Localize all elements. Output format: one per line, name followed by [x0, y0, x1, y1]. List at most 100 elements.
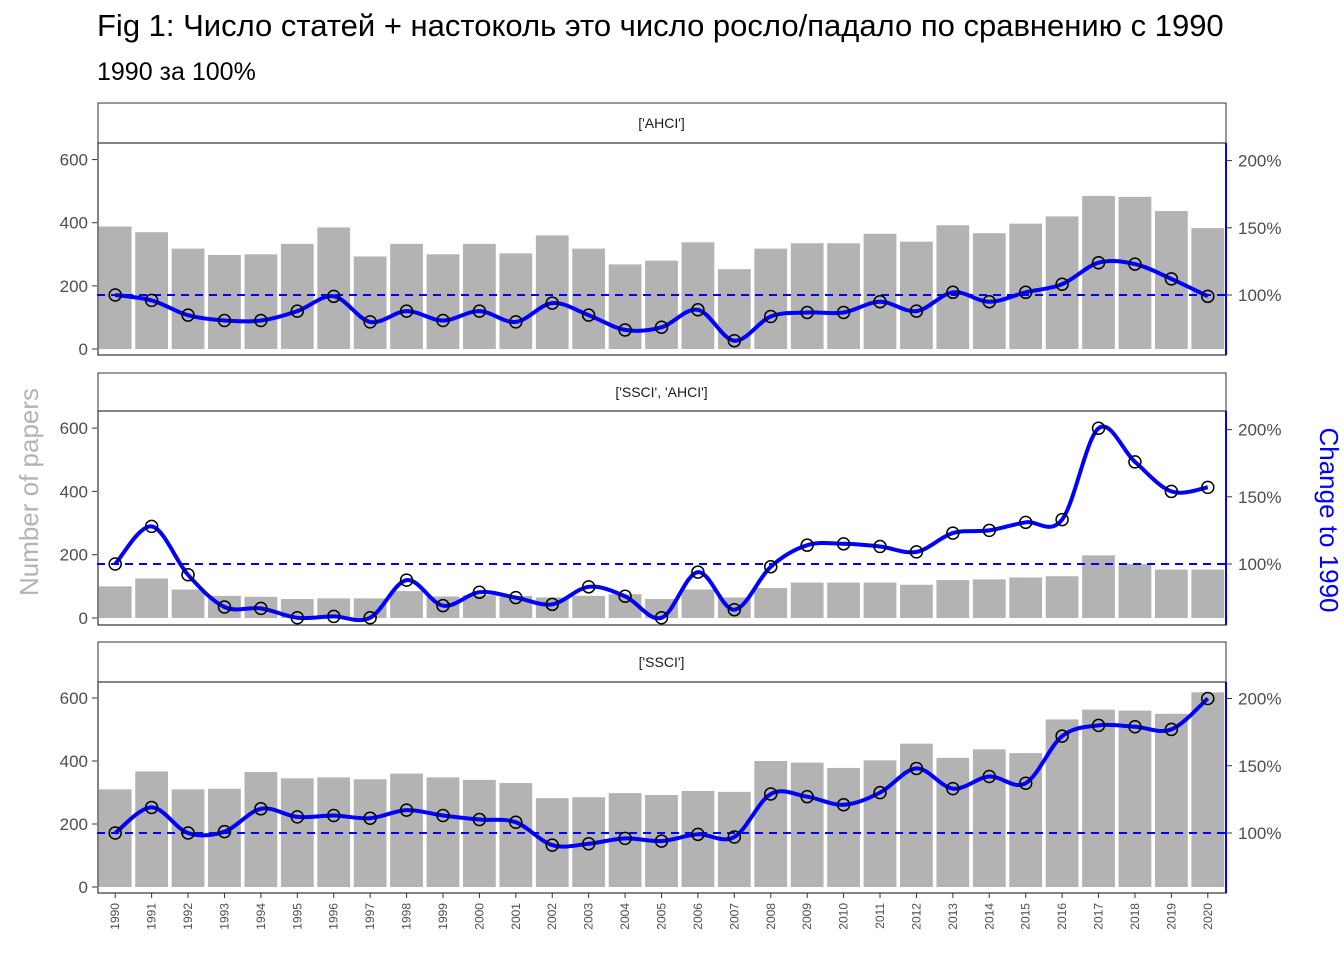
y-axis-title: Number of papers [14, 388, 44, 596]
bar [135, 578, 169, 618]
y-tick-label: 400 [60, 482, 88, 501]
change-point [181, 826, 195, 840]
y2-tick-label: 150% [1238, 219, 1281, 238]
change-point [545, 296, 559, 310]
change-point [691, 565, 705, 579]
x-tick-label: 2007 [727, 903, 741, 930]
bar [463, 595, 496, 618]
bar [827, 767, 860, 887]
change-point [1018, 285, 1033, 300]
bar [1082, 709, 1115, 887]
x-tick-label: 2018 [1128, 903, 1142, 930]
change-point [654, 834, 669, 848]
change-point [254, 601, 268, 616]
change-point [217, 313, 232, 328]
bar [972, 749, 1006, 887]
change-point [290, 810, 305, 824]
y2-tick-label: 100% [1238, 824, 1281, 843]
bar [171, 789, 205, 887]
bar [1191, 569, 1225, 618]
change-point [144, 800, 159, 815]
bar [572, 248, 606, 349]
x-tick-label: 1997 [363, 903, 377, 930]
change-point [873, 785, 887, 800]
change-point [581, 837, 596, 851]
x-tick-label: 2011 [873, 903, 887, 929]
change-point [1164, 484, 1179, 499]
change-point [436, 598, 450, 613]
bar [426, 254, 460, 349]
change-point [1164, 722, 1179, 737]
bar [135, 771, 169, 887]
x-tick-label: 1990 [108, 903, 122, 930]
bar [390, 591, 423, 618]
change-point [181, 308, 195, 322]
x-tick-label: 2013 [946, 903, 960, 930]
change-point [108, 288, 122, 302]
bar [1009, 577, 1043, 618]
change-point [108, 826, 122, 840]
change-point [217, 600, 232, 614]
bar [645, 260, 678, 349]
bar [535, 235, 569, 349]
change-point [509, 315, 523, 329]
bar [790, 582, 824, 618]
change-point [946, 285, 960, 300]
change-point [399, 573, 414, 587]
y-tick-label: 0 [79, 340, 88, 359]
change-point [909, 545, 924, 559]
change-point [1128, 257, 1142, 271]
change-point [326, 808, 341, 823]
change-point [946, 526, 960, 540]
bar [1082, 195, 1115, 349]
y2-tick-label: 100% [1238, 555, 1281, 574]
x-tick-label: 2006 [691, 903, 705, 930]
facet-panel: ['SSCI', 'AHCI'] 0 200 400 600 100% 150% 200% [60, 372, 1281, 628]
x-tick-label: 1996 [327, 903, 341, 930]
change-point [727, 333, 742, 348]
change-point [800, 789, 814, 804]
x-tick-label: 2014 [982, 903, 996, 930]
change-point [764, 787, 778, 801]
change-point [1091, 255, 1106, 270]
bar [754, 587, 788, 618]
change-point [873, 294, 887, 309]
change-point [217, 824, 232, 839]
change-point [727, 830, 742, 844]
bar [1191, 228, 1225, 349]
change-point [545, 597, 559, 612]
x-tick-label: 2008 [764, 903, 778, 930]
change-point [836, 537, 851, 551]
facet-strip [97, 372, 1227, 412]
bar [1154, 569, 1188, 618]
change-point [1055, 512, 1069, 527]
change-point [1018, 776, 1033, 790]
change-line [113, 696, 1210, 849]
x-tick-label: 2003 [582, 903, 596, 930]
y2-tick-label: 150% [1238, 488, 1281, 507]
change-point [946, 781, 960, 796]
bar [1009, 753, 1043, 887]
bar [317, 598, 351, 618]
x-tick-label: 2015 [1019, 903, 1033, 930]
bar [1082, 555, 1115, 618]
change-line [114, 258, 1209, 343]
bar [390, 773, 423, 887]
change-point [836, 305, 851, 320]
change-point [654, 320, 669, 335]
change-point [254, 802, 268, 816]
change-point [1055, 277, 1069, 291]
change-point [363, 315, 377, 329]
change-point [1018, 515, 1033, 530]
change-point [618, 831, 632, 846]
bar [827, 582, 860, 618]
change-point [982, 523, 997, 538]
bar [98, 789, 132, 887]
change-point [800, 538, 814, 552]
y2-axis-title: Change to 1990 [1314, 427, 1344, 612]
y-tick-label: 200 [60, 277, 88, 296]
change-point [1164, 272, 1179, 286]
bar [681, 790, 715, 887]
bar [863, 233, 897, 349]
